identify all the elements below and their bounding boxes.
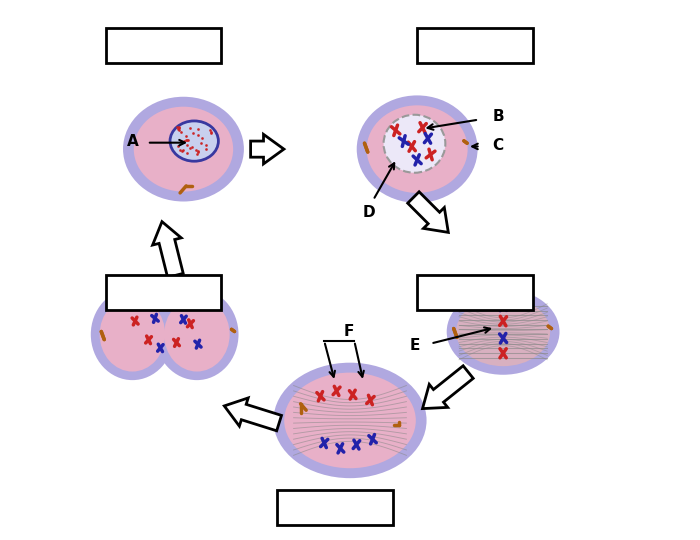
FancyArrow shape <box>153 221 183 278</box>
Ellipse shape <box>367 105 468 193</box>
FancyArrow shape <box>224 398 281 431</box>
Text: B: B <box>492 110 504 124</box>
Text: E: E <box>410 338 420 353</box>
Ellipse shape <box>274 363 426 478</box>
Ellipse shape <box>155 289 239 380</box>
Bar <box>106 275 221 310</box>
Ellipse shape <box>164 298 230 372</box>
Ellipse shape <box>284 373 416 468</box>
Ellipse shape <box>91 289 174 380</box>
Ellipse shape <box>357 96 477 203</box>
Ellipse shape <box>170 121 218 161</box>
Ellipse shape <box>123 97 244 201</box>
Ellipse shape <box>99 298 165 372</box>
Text: C: C <box>492 138 503 153</box>
Bar <box>417 275 533 310</box>
Text: D: D <box>363 205 375 220</box>
Ellipse shape <box>447 289 559 375</box>
Ellipse shape <box>384 114 445 173</box>
Bar <box>417 28 533 63</box>
FancyArrow shape <box>407 192 448 232</box>
Ellipse shape <box>456 298 550 366</box>
FancyArrow shape <box>423 366 473 409</box>
Bar <box>106 28 221 63</box>
Text: F: F <box>344 324 354 339</box>
FancyArrow shape <box>251 134 284 164</box>
Ellipse shape <box>134 107 233 192</box>
Text: A: A <box>127 133 139 148</box>
Bar <box>277 490 393 525</box>
